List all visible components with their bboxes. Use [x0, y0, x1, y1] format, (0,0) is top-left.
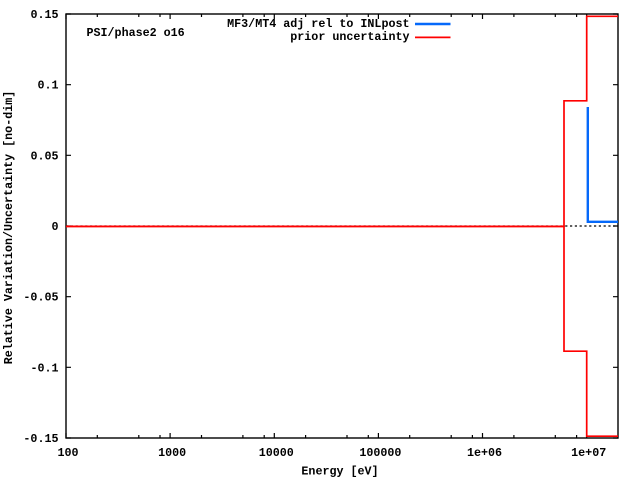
svg-text:100000: 100000 — [359, 446, 401, 460]
svg-text:100: 100 — [57, 446, 78, 460]
svg-text:0: 0 — [51, 220, 58, 234]
svg-text:0.1: 0.1 — [37, 79, 58, 93]
svg-text:prior uncertainty: prior uncertainty — [290, 30, 409, 44]
svg-text:-0.1: -0.1 — [30, 361, 58, 375]
svg-text:-0.15: -0.15 — [23, 432, 58, 446]
svg-text:-0.05: -0.05 — [23, 291, 58, 305]
svg-text:Energy [eV]: Energy [eV] — [301, 465, 378, 479]
svg-text:0.05: 0.05 — [30, 149, 58, 163]
svg-text:PSI/phase2 o16: PSI/phase2 o16 — [87, 26, 185, 40]
svg-text:0.15: 0.15 — [30, 8, 58, 22]
svg-text:10000: 10000 — [259, 446, 294, 460]
svg-text:MF3/MT4 adj rel to INLpost: MF3/MT4 adj rel to INLpost — [227, 17, 409, 31]
svg-text:Relative Variation/Uncertainty: Relative Variation/Uncertainty [no-dim] — [2, 91, 16, 365]
svg-text:1000: 1000 — [158, 446, 186, 460]
svg-text:1e+06: 1e+06 — [467, 446, 502, 460]
svg-text:1e+07: 1e+07 — [571, 446, 606, 460]
